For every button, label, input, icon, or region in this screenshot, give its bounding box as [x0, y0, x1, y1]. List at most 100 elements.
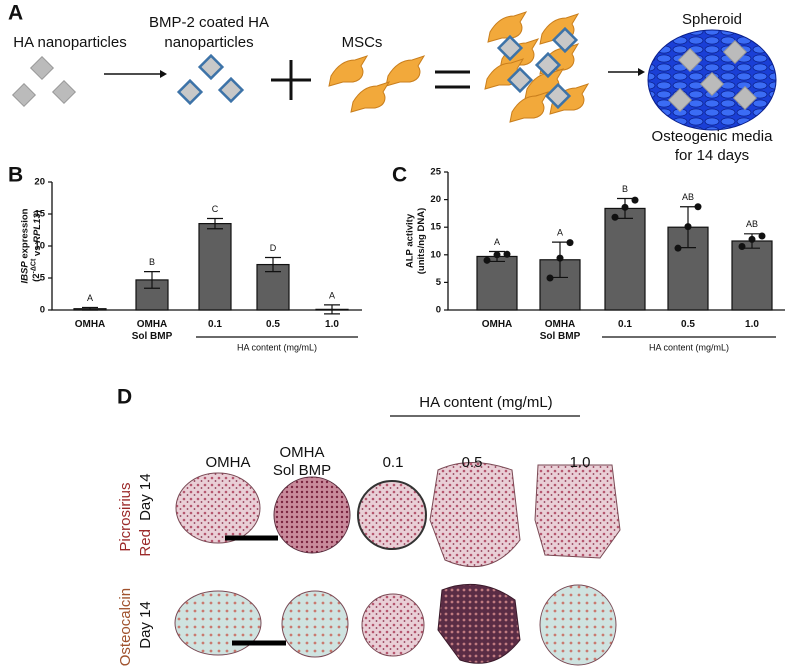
- y-tick-label: 5: [436, 277, 442, 288]
- y-tick-label: 25: [430, 167, 441, 178]
- step-label: HA nanoparticles: [13, 34, 126, 51]
- data-point: [621, 203, 629, 211]
- data-point: [493, 251, 501, 259]
- y-tick-label: 0: [40, 305, 45, 316]
- y-tick-label: 10: [430, 249, 441, 260]
- icon: [218, 77, 244, 103]
- panel-label: A: [8, 2, 23, 25]
- data-point: [483, 256, 491, 264]
- y-axis-label: IBSP expression (2-ΔCt vs RPL13): [19, 208, 43, 283]
- significance-letter: A: [494, 237, 500, 247]
- data-point: [556, 254, 564, 262]
- column-label: 0.5: [462, 454, 483, 471]
- x-tick-label: OMHA: [75, 319, 106, 330]
- data-point: [674, 244, 682, 252]
- y-axis-label-part: -ΔCt: [30, 258, 37, 273]
- y-tick-label: 20: [34, 177, 45, 188]
- y-axis-label: ALP activity(units/ng DNA): [404, 208, 427, 275]
- y-axis-label-part: RPL13: [32, 213, 43, 243]
- panel-label: D: [117, 386, 132, 409]
- icon: [198, 54, 224, 80]
- significance-letter: AB: [682, 192, 694, 202]
- day: Day 14: [137, 473, 154, 521]
- error-bar: [265, 256, 281, 273]
- stain: Red: [137, 529, 154, 557]
- icon: [30, 56, 54, 80]
- significance-letter: B: [622, 184, 628, 194]
- bar: [731, 240, 773, 311]
- y-tick-label: 15: [430, 222, 441, 233]
- data-point: [611, 213, 619, 221]
- error-bar: [207, 217, 223, 230]
- data-point: [546, 274, 554, 282]
- icon: [177, 79, 203, 105]
- equals: [435, 70, 470, 89]
- significance-letter: A: [87, 293, 93, 303]
- error-bar: [324, 304, 340, 315]
- note: for 14 days: [675, 147, 749, 164]
- group-label: HA content (mg/mL): [649, 342, 729, 352]
- y-axis-label-part: IBSP: [19, 261, 30, 284]
- x-tick-label: 1.0: [745, 319, 759, 330]
- bar: [476, 255, 518, 311]
- y-axis-label-part: (2: [31, 273, 42, 281]
- histology: [174, 462, 621, 666]
- y-tick-label: 5: [40, 273, 46, 284]
- y-tick-label: 10: [34, 241, 45, 252]
- significance-letter: B: [149, 257, 155, 267]
- x-tick-label: 1.0: [325, 319, 339, 330]
- y-tick-label: 0: [436, 305, 441, 316]
- stain: Picrosirius: [117, 482, 134, 551]
- significance-letter: A: [557, 227, 563, 237]
- data-point: [566, 239, 574, 247]
- plus: [271, 60, 311, 100]
- data-point: [738, 243, 746, 251]
- significance-letter: AB: [746, 219, 758, 229]
- arrow-head: [160, 70, 167, 78]
- row-label: Osteocalcin Day 14: [117, 584, 154, 667]
- cell-mix: [484, 11, 589, 123]
- y-tick-label: 20: [430, 194, 441, 205]
- panel-label: C: [392, 164, 407, 187]
- x-tick-label: OMHA Sol BMP: [540, 319, 581, 342]
- icon: [12, 83, 36, 107]
- x-tick-label: OMHA Sol BMP: [132, 319, 173, 342]
- significance-letter: C: [212, 204, 219, 214]
- column-label: OMHA: [206, 454, 251, 471]
- step-label: MSCs: [342, 34, 383, 51]
- x-tick-label: 0.5: [266, 319, 280, 330]
- error-bar: [82, 306, 98, 311]
- step-label: Spheroid: [682, 11, 742, 28]
- data-point: [503, 250, 511, 258]
- significance-letter: A: [329, 290, 335, 300]
- y-tick-label: 15: [34, 209, 45, 220]
- y-axis-label-part: (units/ng DNA): [416, 208, 427, 275]
- x-tick-label: 0.5: [681, 319, 695, 330]
- group-label: HA content (mg/mL): [237, 342, 317, 352]
- arrow-head: [638, 68, 645, 76]
- step-label: nanoparticles: [164, 34, 253, 51]
- y-axis-label-part: ): [32, 210, 43, 213]
- day: Day 14: [137, 601, 154, 649]
- panel-label: B: [8, 164, 23, 187]
- x-tick-label: 0.1: [618, 319, 632, 330]
- data-point: [748, 235, 756, 243]
- data-point: [758, 232, 766, 240]
- x-tick-label: 0.1: [208, 319, 222, 330]
- significance-letter: D: [270, 243, 277, 253]
- stain: Osteocalcin: [117, 588, 134, 666]
- error-bar: [144, 271, 160, 289]
- column-label: 0.1: [383, 454, 404, 471]
- data-point: [694, 203, 702, 211]
- y-axis-label-part: ALP activity: [404, 213, 415, 268]
- y-axis-label-part: expression: [19, 208, 30, 261]
- row-label: Picrosirius Red Day 14: [117, 473, 154, 556]
- group-label: HA content (mg/mL): [419, 394, 552, 411]
- column-label: OMHA Sol BMP: [273, 444, 331, 479]
- icon: [328, 55, 368, 87]
- note: Osteogenic media: [652, 128, 774, 145]
- y-axis-label-part: vs: [32, 243, 43, 259]
- icon: [385, 55, 425, 87]
- data-point: [631, 196, 639, 204]
